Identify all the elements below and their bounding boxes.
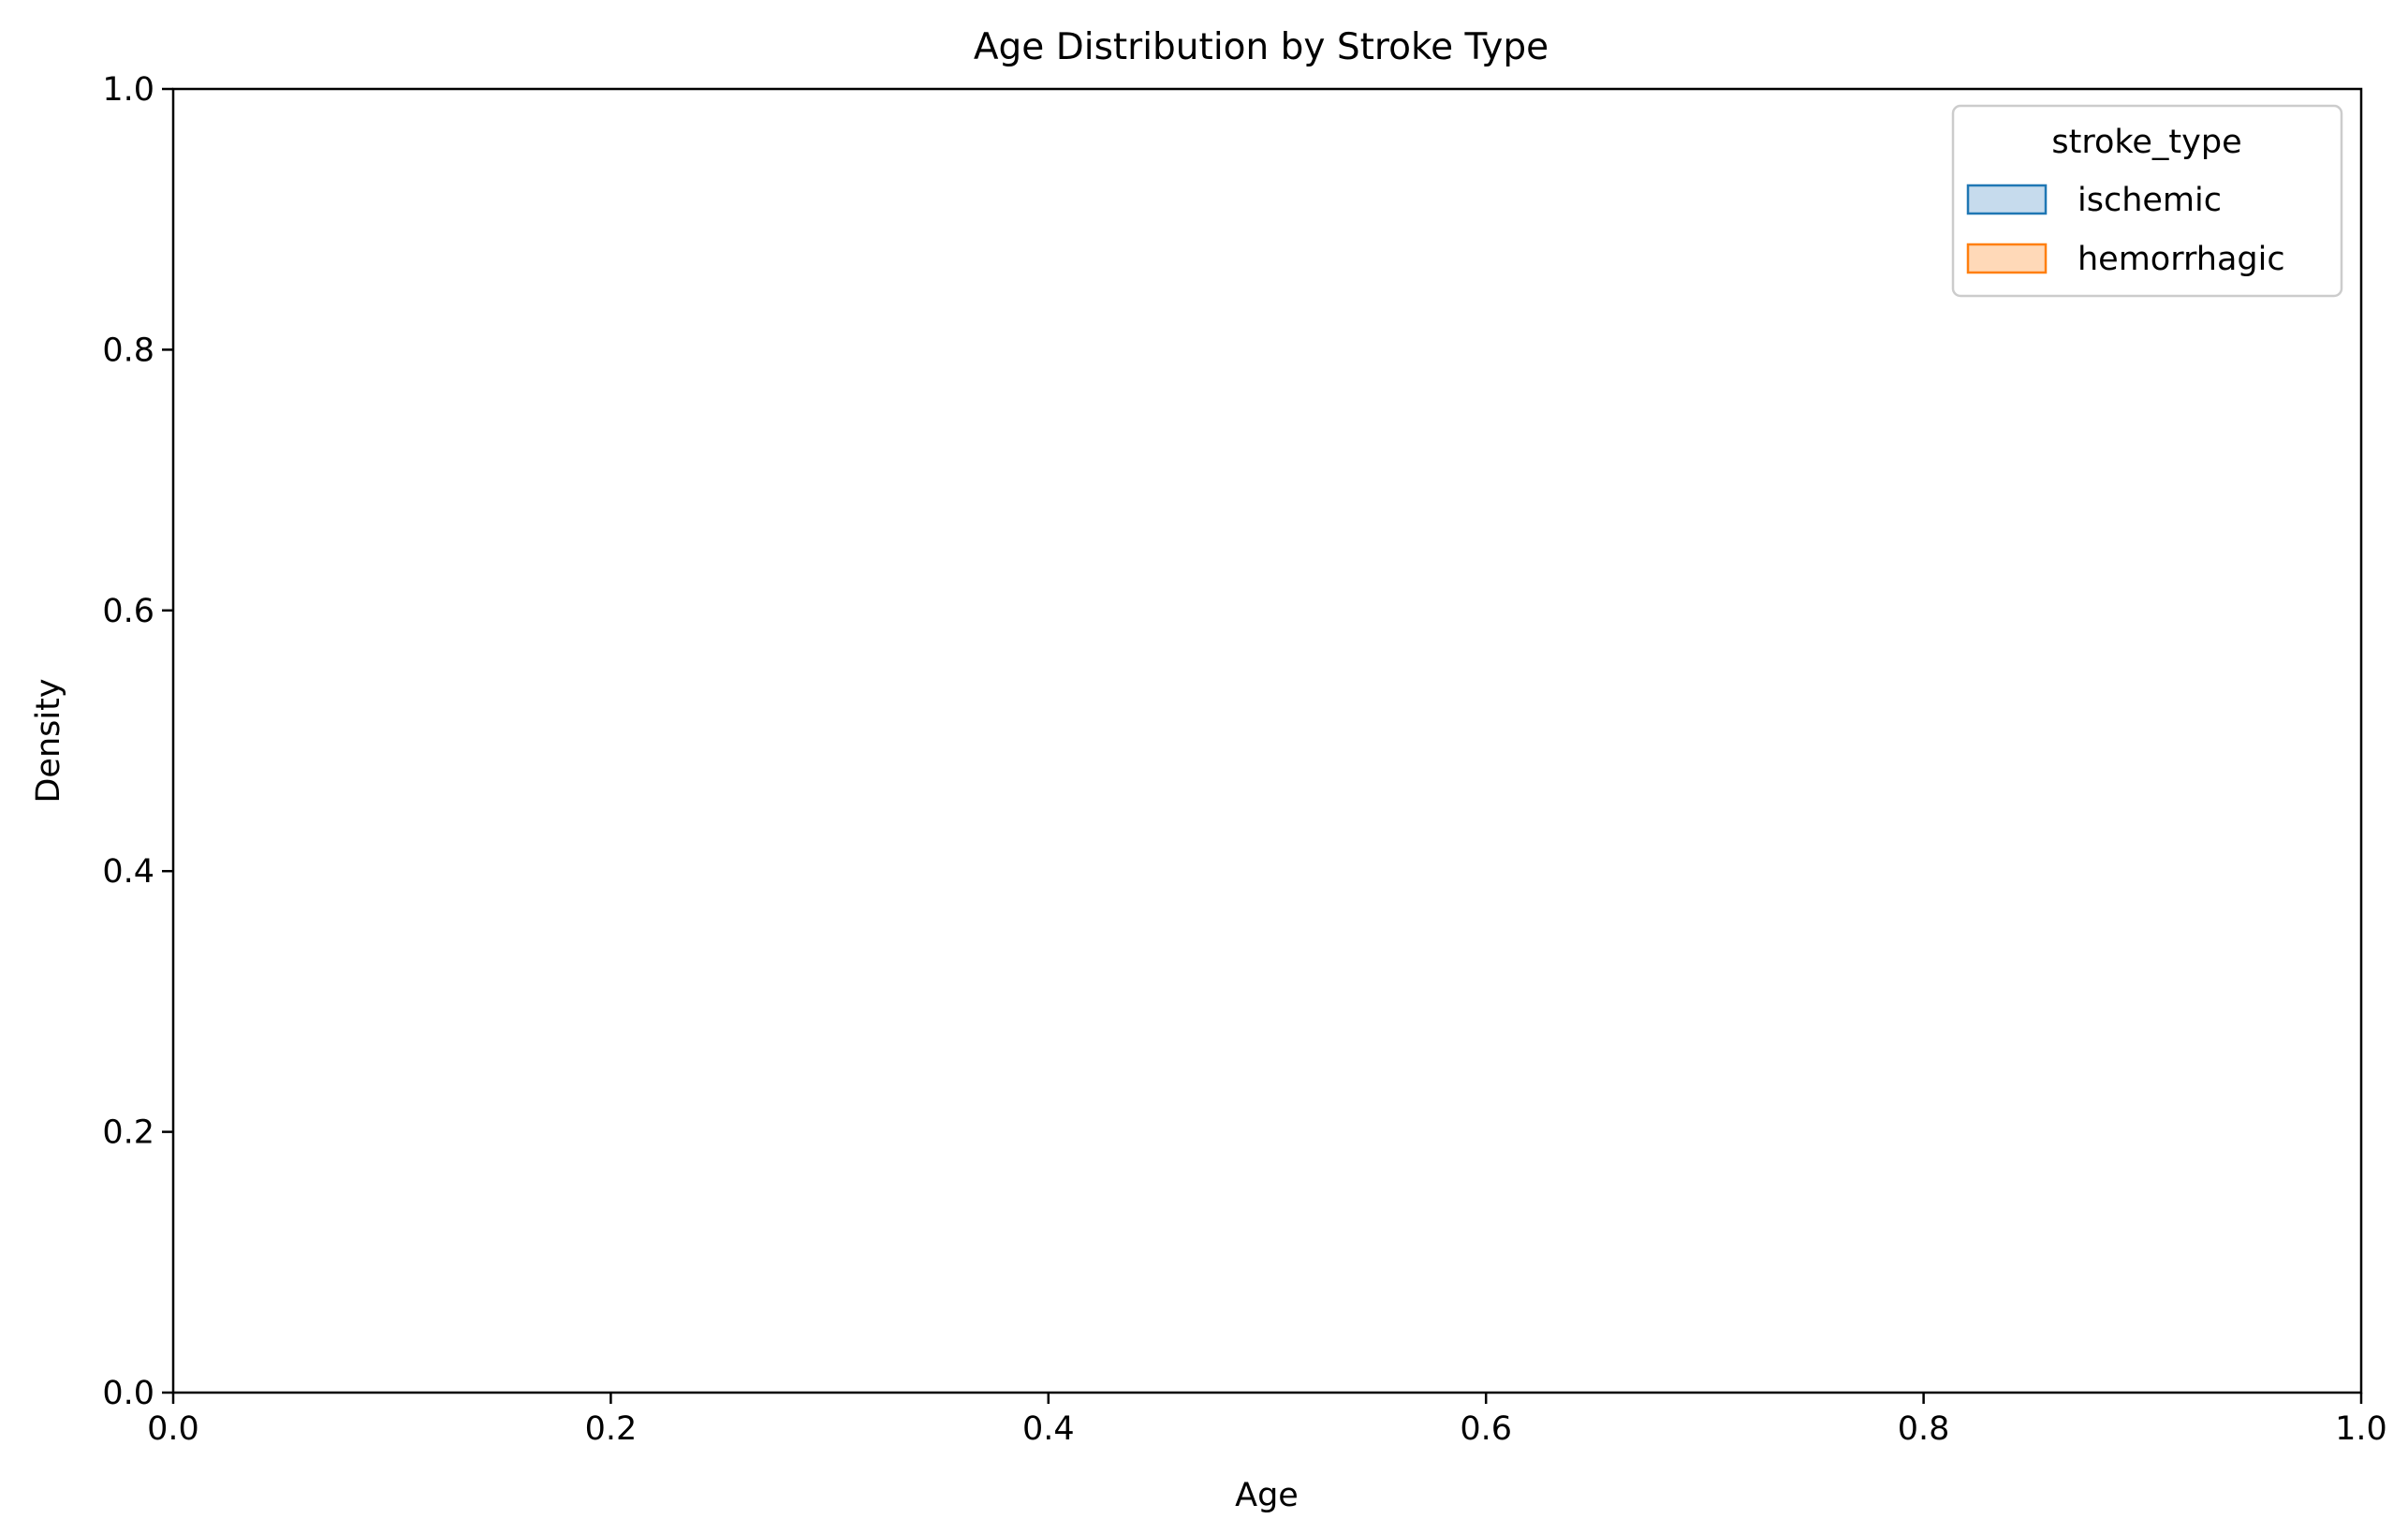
legend-label-ischemic: ischemic — [2078, 182, 2222, 219]
y-tick-label: 0.4 — [102, 853, 154, 891]
x-tick-label: 1.0 — [2335, 1410, 2387, 1448]
y-tick-label: 0.8 — [102, 332, 154, 369]
legend-swatch-ischemic — [1966, 184, 2048, 215]
x-tick-label: 0.8 — [1898, 1410, 1950, 1448]
x-tick-label: 0.6 — [1460, 1410, 1512, 1448]
y-axis: 0.0 0.2 0.4 0.6 0.8 1.0 — [102, 71, 173, 1412]
legend-frame — [1951, 104, 2343, 298]
legend: stroke_type ischemic hemorrhagic — [1951, 104, 2343, 298]
y-tick-label: 0.2 — [102, 1114, 154, 1152]
y-tick-label: 0.6 — [102, 593, 154, 630]
y-tick-label: 0.0 — [102, 1375, 154, 1412]
x-axis-label: Age — [1235, 1477, 1299, 1514]
legend-title: stroke_type — [2051, 124, 2241, 161]
legend-swatch-hemorrhagic — [1966, 243, 2048, 274]
legend-label-hemorrhagic: hemorrhagic — [2078, 241, 2285, 278]
x-tick-label: 0.0 — [147, 1410, 199, 1448]
y-tick-label: 1.0 — [102, 71, 154, 109]
chart-title: Age Distribution by Stroke Type — [974, 26, 1549, 68]
x-tick-label: 0.2 — [585, 1410, 638, 1448]
x-axis: 0.0 0.2 0.4 0.6 0.8 1.0 — [147, 1393, 2387, 1448]
x-tick-label: 0.4 — [1022, 1410, 1075, 1448]
y-axis-label: Density — [30, 678, 67, 803]
plot-area — [171, 87, 2363, 1394]
legend-items: ischemic hemorrhagic — [1966, 182, 2285, 278]
